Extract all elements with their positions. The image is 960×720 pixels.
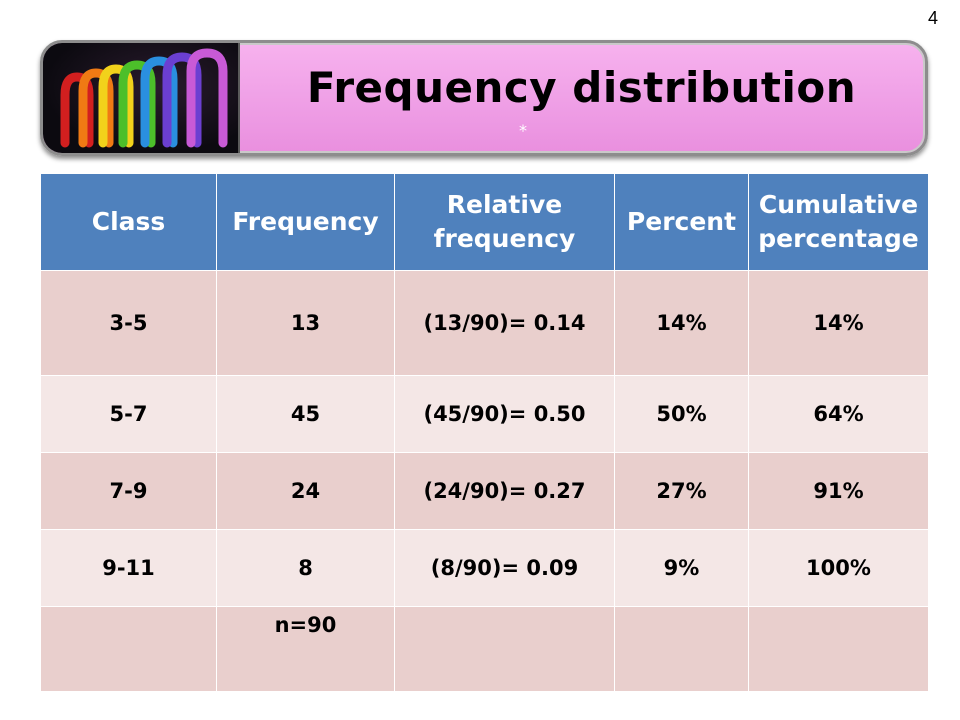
cell-percent: 27% — [614, 452, 749, 530]
cell-relative-frequency: (8/90)= 0.09 — [394, 529, 615, 607]
cell-relative-frequency: (45/90)= 0.50 — [394, 375, 615, 453]
cell-percent: 9% — [614, 529, 749, 607]
cell-relative-frequency: (24/90)= 0.27 — [394, 452, 615, 530]
cell-cumulative-percentage: 91% — [748, 452, 929, 530]
cell-percent: 14% — [614, 270, 749, 376]
cell-class: 5-7 — [40, 375, 217, 453]
header-frequency: Frequency — [216, 173, 395, 271]
cell-cumulative-percentage — [748, 606, 929, 692]
table-total-row: n=90 — [40, 606, 929, 692]
title-mark: * — [519, 121, 527, 140]
cell-percent — [614, 606, 749, 692]
slide-title: Frequency distribution — [306, 63, 857, 112]
rainbow-arches-graphic — [60, 48, 228, 148]
cell-frequency: 24 — [216, 452, 395, 530]
frequency-table: Class Frequency Relative frequency Perce… — [40, 173, 929, 692]
cell-cumulative-percentage: 64% — [748, 375, 929, 453]
table-header-row: Class Frequency Relative frequency Perce… — [40, 173, 929, 271]
table-row: 9-11 8 (8/90)= 0.09 9% 100% — [40, 529, 929, 607]
cell-relative-frequency — [394, 606, 615, 692]
slide-number: 4 — [927, 8, 938, 28]
cell-class — [40, 606, 217, 692]
cell-cumulative-percentage: 14% — [748, 270, 929, 376]
cell-total-n: n=90 — [216, 606, 395, 692]
table-row: 5-7 45 (45/90)= 0.50 50% 64% — [40, 375, 929, 453]
table-row: 3-5 13 (13/90)= 0.14 14% 14% — [40, 270, 929, 376]
cell-class: 3-5 — [40, 270, 217, 376]
cell-frequency: 13 — [216, 270, 395, 376]
cell-cumulative-percentage: 100% — [748, 529, 929, 607]
header-class: Class — [40, 173, 217, 271]
header-percent: Percent — [614, 173, 749, 271]
table-row: 7-9 24 (24/90)= 0.27 27% 91% — [40, 452, 929, 530]
header-cumulative-percentage: Cumulative percentage — [748, 173, 929, 271]
cell-frequency: 45 — [216, 375, 395, 453]
title-banner: Frequency distribution * — [40, 40, 928, 156]
cell-frequency: 8 — [216, 529, 395, 607]
cell-relative-frequency: (13/90)= 0.14 — [394, 270, 615, 376]
rainbow-glass-arches-image — [43, 43, 240, 153]
header-relative-frequency: Relative frequency — [394, 173, 615, 271]
cell-class: 7-9 — [40, 452, 217, 530]
cell-percent: 50% — [614, 375, 749, 453]
cell-class: 9-11 — [40, 529, 217, 607]
